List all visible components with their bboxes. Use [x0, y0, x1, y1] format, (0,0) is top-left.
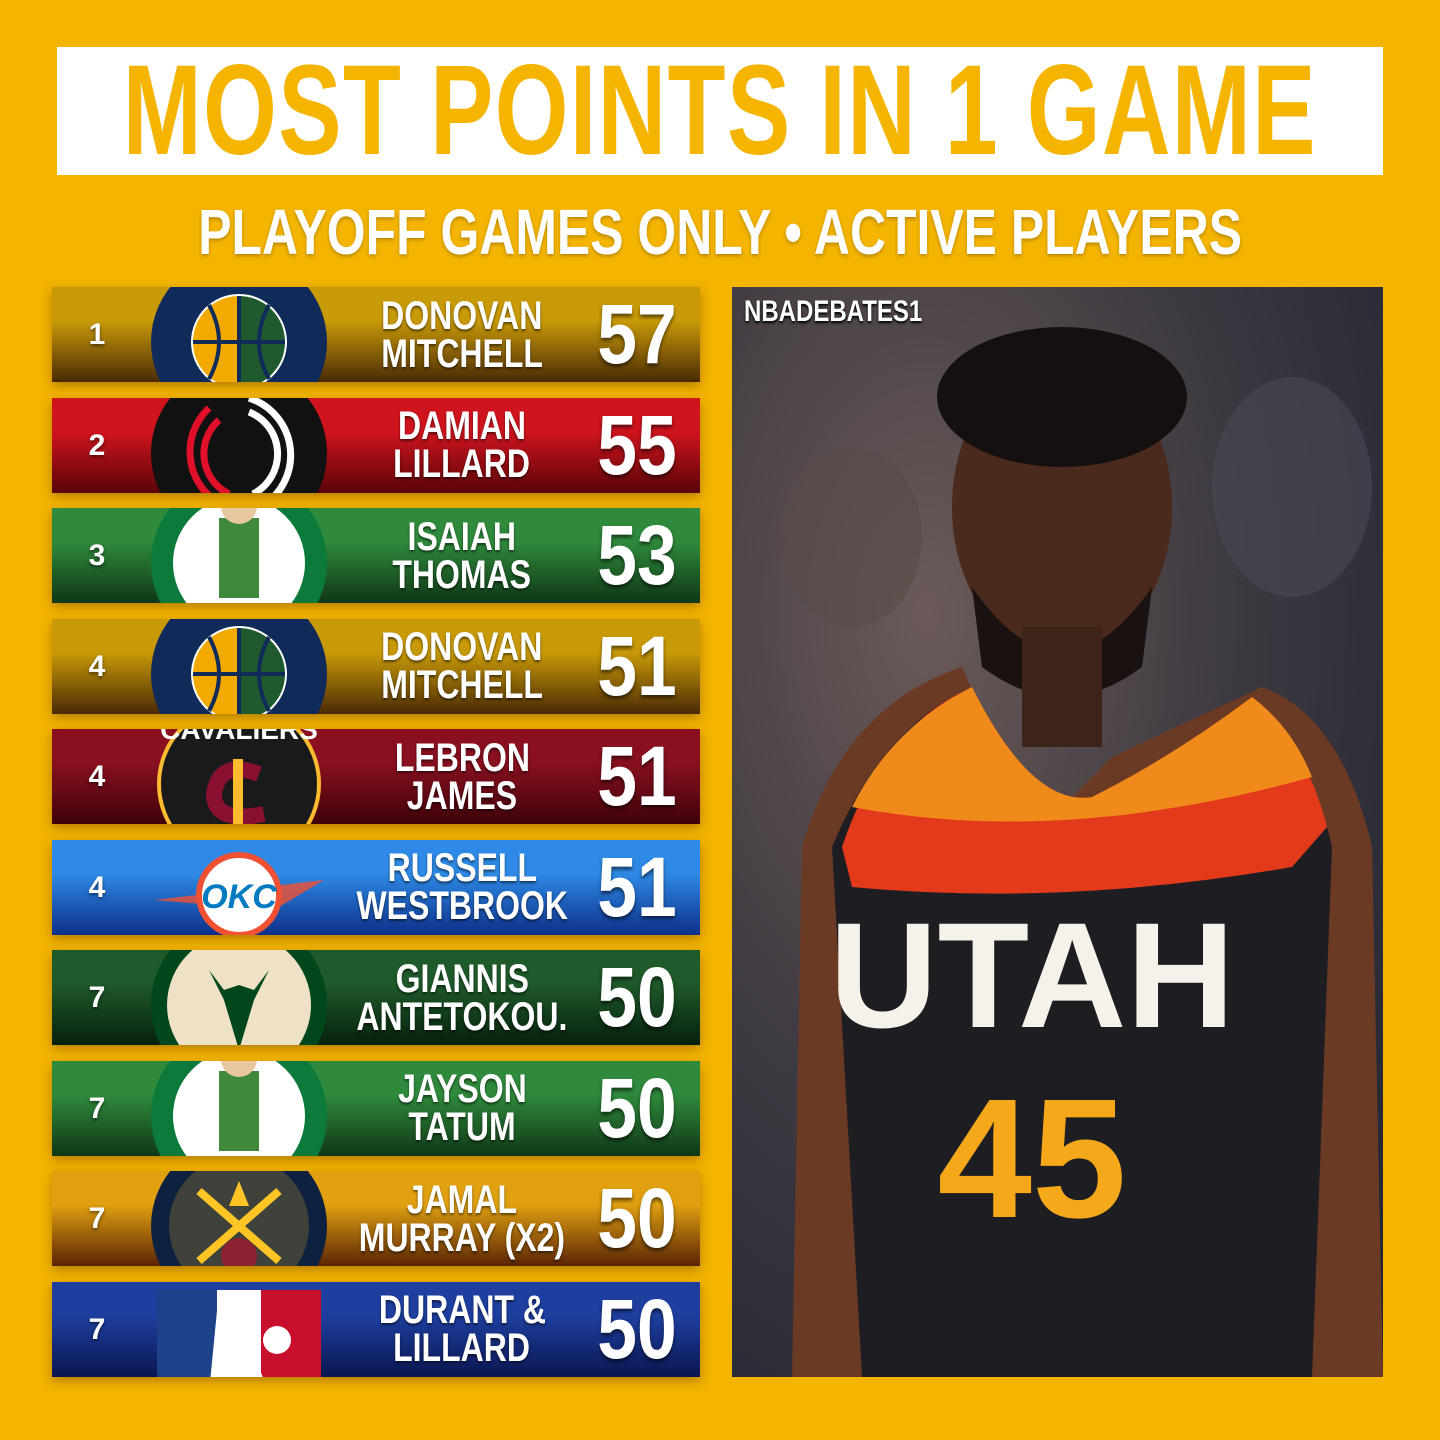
player-last-name: MITCHELL — [381, 331, 543, 376]
player-name: DAMIAN LILLARD — [342, 398, 582, 493]
player-last-name: WESTBROOK — [356, 884, 568, 928]
ranking-row: 4 DONOVAN MITCHELL 51 — [52, 618, 700, 714]
page-title: MOST POINTS IN 1 GAME — [122, 47, 1318, 175]
points: 51 — [597, 729, 677, 823]
rank: 3 — [88, 539, 106, 572]
watermark-handle: NBADEBATES1 — [744, 295, 923, 328]
player-last-name: THOMAS — [392, 552, 532, 597]
points: 57 — [597, 287, 677, 381]
nuggets-logo-icon — [151, 1171, 327, 1266]
player-first-name: JAYSON — [397, 1067, 527, 1111]
ranking-row: 4 OKC RUSSELL WESTBROOK 51 — [52, 839, 700, 935]
rank: 7 — [88, 1202, 106, 1235]
player-last-name: MITCHELL — [381, 663, 543, 707]
ranking-row: 7 JAYSON TATUM 50 — [52, 1060, 700, 1156]
points: 50 — [597, 1171, 677, 1265]
player-first-name: DONOVAN — [381, 625, 543, 669]
ranking-row: 2 DAMIAN LILLARD 55 — [52, 397, 700, 493]
rank: 2 — [88, 428, 106, 462]
rank: 4 — [88, 760, 106, 793]
ranking-row: 7 JAMAL MURRAY (X2) 50 — [52, 1171, 700, 1266]
player-last-name: JAMES — [406, 773, 518, 818]
rank: 4 — [88, 649, 106, 683]
rank: 1 — [88, 318, 106, 351]
cavaliers-logo-icon: CAVALIERS — [157, 729, 321, 824]
rank: 7 — [88, 1091, 106, 1125]
points: 51 — [597, 618, 677, 713]
ranking-row: 7 DURANT & LILLARD 50 — [52, 1281, 700, 1377]
player-name: DONOVAN MITCHELL — [342, 619, 582, 714]
player-first-name: LEBRON — [394, 735, 530, 780]
points: 50 — [597, 1281, 677, 1376]
player-name: LEBRON JAMES — [342, 729, 582, 824]
jersey-number: 45 — [937, 1064, 1126, 1254]
bucks-logo-icon — [151, 950, 327, 1045]
player-name: RUSSELL WESTBROOK — [342, 840, 582, 935]
celtics-logo-icon — [151, 508, 327, 603]
blazers-logo-icon — [151, 397, 327, 493]
points: 53 — [597, 508, 677, 602]
title-banner: MOST POINTS IN 1 GAME — [57, 47, 1383, 175]
player-last-name: MURRAY (X2) — [358, 1215, 566, 1260]
player-name: DONOVAN MITCHELL — [342, 287, 582, 382]
player-last-name: LILLARD — [393, 442, 531, 486]
ranking-row: 1 DONOVAN MITCHELL 57 — [52, 287, 700, 382]
celtics-logo-icon — [151, 1060, 327, 1156]
points: 51 — [597, 839, 677, 934]
page-subtitle: PLAYOFF GAMES ONLY • ACTIVE PLAYERS — [198, 196, 1242, 268]
player-last-name: LILLARD — [393, 1326, 531, 1370]
rank: 7 — [88, 1312, 106, 1346]
player-first-name: GIANNIS — [395, 956, 529, 1001]
points: 50 — [597, 950, 677, 1044]
player-first-name: ISAIAH — [407, 514, 517, 559]
player-first-name: DONOVAN — [381, 293, 543, 338]
player-last-name: ANTETOKOU. — [356, 994, 568, 1039]
player-first-name: DAMIAN — [397, 404, 526, 448]
player-first-name: RUSSELL — [387, 846, 537, 890]
points: 50 — [597, 1060, 677, 1155]
svg-text:CAVALIERS: CAVALIERS — [160, 729, 318, 745]
player-illustration: UTAH 45 — [782, 327, 1383, 1377]
jazz-logo-icon — [151, 287, 327, 382]
svg-text:OKC: OKC — [201, 878, 277, 916]
player-name: ISAIAH THOMAS — [342, 508, 582, 603]
jazz-logo-icon — [151, 618, 327, 714]
nba-logo-icon — [157, 1289, 321, 1377]
ranking-row: 3 ISAIAH THOMAS 53 — [52, 508, 700, 603]
player-photo: UTAH 45 NBADEBATES1 — [732, 287, 1383, 1377]
player-first-name: DURANT & — [378, 1288, 546, 1332]
player-name: JAYSON TATUM — [342, 1061, 582, 1156]
player-name: GIANNIS ANTETOKOU. — [342, 950, 582, 1045]
ranking-row: 4 CAVALIERS LEBRON JAMES 51 — [52, 729, 700, 824]
ranking-row: 7 GIANNIS ANTETOKOU. 50 — [52, 950, 700, 1045]
points: 55 — [597, 397, 677, 492]
rank: 4 — [88, 870, 106, 904]
rank: 7 — [88, 981, 106, 1014]
player-first-name: JAMAL — [406, 1177, 518, 1222]
player-name: JAMAL MURRAY (X2) — [342, 1171, 582, 1266]
thunder-logo-icon: OKC — [154, 851, 324, 935]
jersey-text: UTAH — [829, 891, 1234, 1059]
player-last-name: TATUM — [408, 1105, 516, 1149]
player-name: DURANT & LILLARD — [342, 1282, 582, 1377]
